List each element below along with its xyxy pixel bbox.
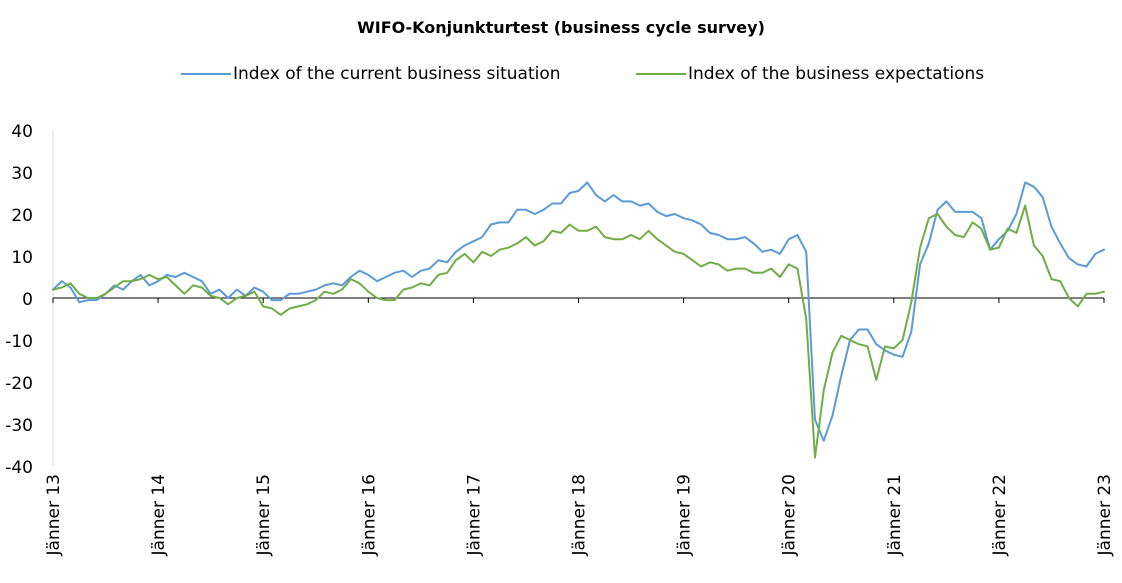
- y-axis: 40 30 20 10 0 -10 -20 -30 -40: [5, 122, 54, 478]
- x-tick-label: Jänner 13: [44, 474, 64, 556]
- x-tick-label: Jänner 14: [149, 474, 169, 556]
- legend-item-business-expectations: Index of the business expectations: [636, 64, 984, 84]
- x-tick-label: Jänner 16: [359, 474, 379, 556]
- x-tick-label: Jänner 22: [990, 474, 1010, 556]
- legend-label-business-expectations: Index of the business expectations: [688, 64, 985, 84]
- y-tick-label: 10: [11, 248, 33, 268]
- y-tick-label: 0: [22, 290, 33, 310]
- legend: Index of the current business situation …: [0, 64, 1122, 90]
- y-tick-label: 30: [11, 164, 33, 184]
- series-layer: [52, 181, 1105, 459]
- legend-swatch-current-situation: [181, 73, 231, 75]
- x-tick-label: Jänner 23: [1095, 474, 1115, 556]
- y-tick-label: -40: [5, 458, 33, 478]
- x-tick-label: Jänner 21: [885, 474, 905, 556]
- y-tick-label: -30: [5, 416, 33, 436]
- y-tick-label: 40: [11, 122, 33, 142]
- x-tick-label: Jänner 15: [254, 474, 274, 556]
- y-tick-label: -10: [5, 332, 33, 352]
- legend-item-current-situation: Index of the current business situation: [181, 64, 561, 84]
- legend-swatch-business-expectations: [636, 73, 686, 75]
- x-tick-label: Jänner 18: [570, 474, 590, 556]
- legend-label-current-situation: Index of the current business situation: [233, 64, 561, 84]
- x-tick-label: Jänner 19: [675, 474, 695, 556]
- x-tick-label: Jänner 17: [464, 474, 484, 556]
- x-tick-label: Jänner 20: [780, 474, 800, 556]
- x-axis: Jänner 13 Jänner 14 Jänner 15 Jänner 16 Jänn…: [44, 297, 1115, 556]
- chart-title: WIFO-Konjunkturtest (business cycle surv…: [357, 18, 765, 37]
- y-tick-label: 20: [11, 206, 33, 226]
- series-line-business-expectations: [52, 204, 1105, 459]
- y-tick-label: -20: [5, 374, 33, 394]
- series-line-current-situation: [52, 181, 1105, 442]
